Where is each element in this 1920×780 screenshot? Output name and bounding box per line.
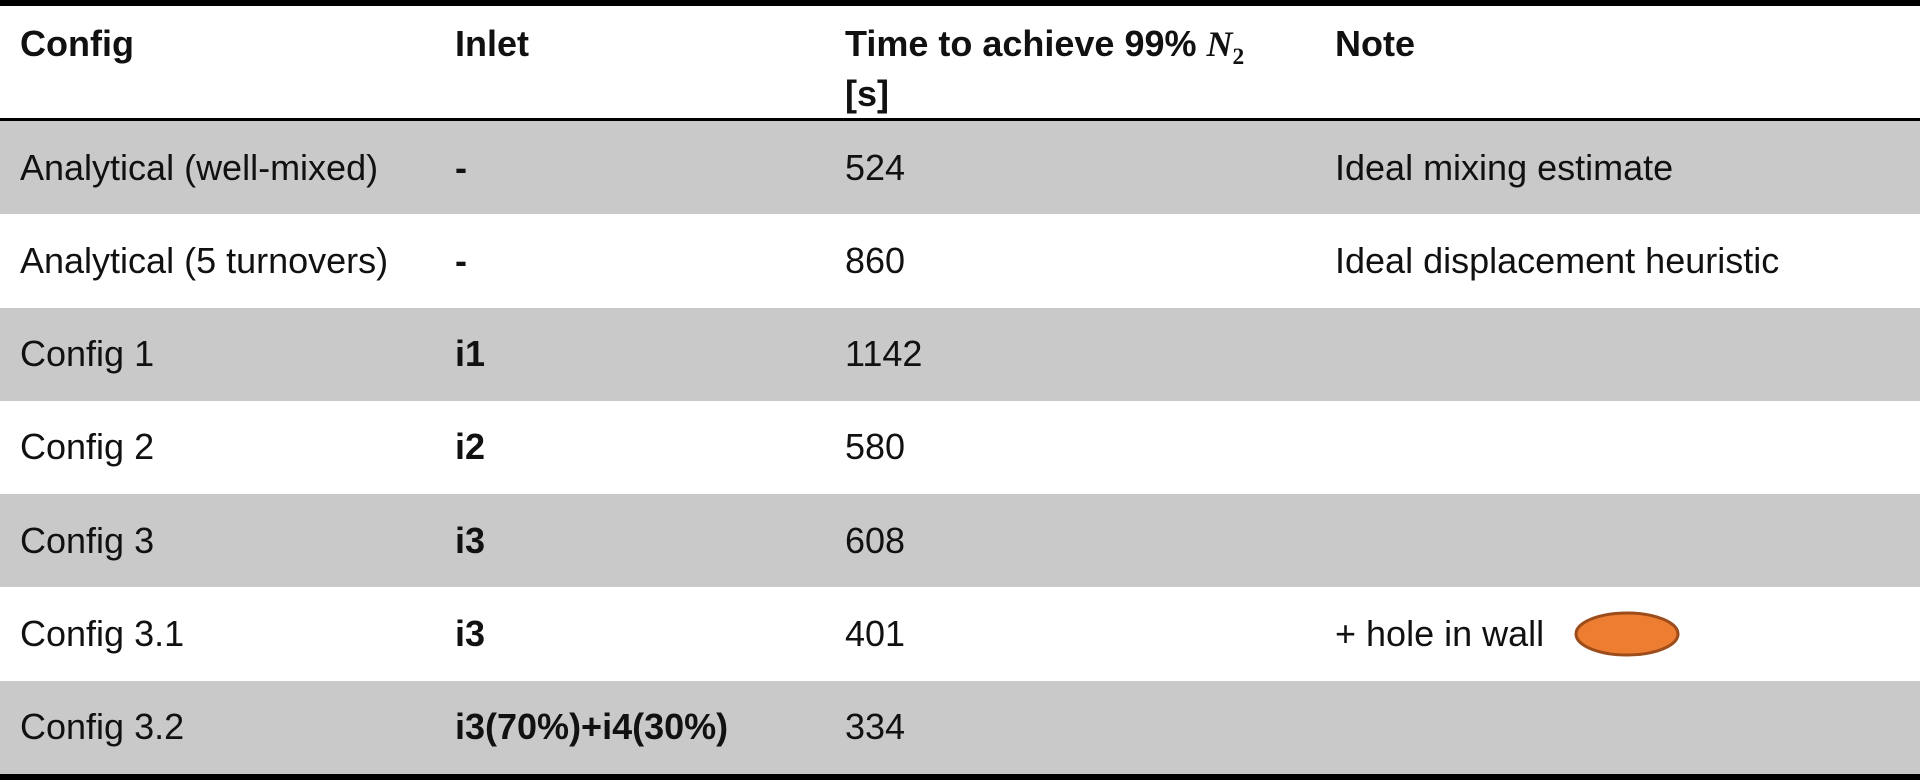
- column-header-time: Time to achieve 99% N2 [s]: [845, 22, 1335, 116]
- hole-ellipse-icon: [1574, 611, 1680, 657]
- cell-inlet: -: [455, 239, 467, 281]
- time-header-text: Time to achieve 99%: [845, 23, 1197, 64]
- table-row: Config 3.1 i3 401 + hole in wall: [0, 587, 1920, 681]
- cell-inlet: i2: [455, 426, 486, 468]
- column-header-note: Note: [1335, 23, 1415, 64]
- column-header-inlet: Inlet: [455, 23, 530, 64]
- table-row: Config 2 i2 580: [0, 400, 1920, 495]
- cell-config: Config 1: [20, 333, 155, 375]
- table-row: Config 1 i1 1142: [0, 307, 1920, 401]
- cell-config: Analytical (well-mixed): [20, 146, 379, 188]
- cell-config: Analytical (5 turnovers): [20, 239, 389, 281]
- header-row: Config Inlet Time to achieve 99% N2 [s] …: [0, 6, 1920, 121]
- note-text: + hole in wall: [1335, 613, 1545, 655]
- cell-time: 580: [845, 426, 906, 468]
- cell-note: + hole in wall: [1335, 609, 1920, 659]
- cell-inlet: i3(70%)+i4(30%): [455, 706, 729, 748]
- table-body: Analytical (well-mixed) - 524 Ideal mixi…: [0, 121, 1920, 774]
- cell-time: 608: [845, 519, 906, 561]
- table-row: Analytical (well-mixed) - 524 Ideal mixi…: [0, 121, 1920, 215]
- cell-config: Config 2: [20, 426, 155, 468]
- n2-symbol: N2: [1206, 24, 1245, 71]
- table-row: Config 3 i3 608: [0, 494, 1920, 588]
- cell-inlet: i1: [455, 333, 486, 375]
- cell-time: 860: [845, 239, 906, 281]
- cell-time: 334: [845, 706, 906, 748]
- cell-config: Config 3.1: [20, 613, 185, 655]
- cell-config: Config 3.2: [20, 706, 185, 748]
- cell-time: 401: [845, 613, 906, 655]
- cell-inlet: -: [455, 146, 467, 188]
- cell-inlet: i3: [455, 519, 486, 561]
- time-header-unit: [s]: [845, 72, 889, 114]
- cell-time: 1142: [845, 333, 923, 375]
- cell-time: 524: [845, 146, 906, 188]
- cell-note: Ideal displacement heuristic: [1335, 239, 1780, 281]
- cell-note: Ideal mixing estimate: [1335, 146, 1674, 188]
- table-row: Config 3.2 i3(70%)+i4(30%) 334: [0, 680, 1920, 774]
- column-header-config: Config: [20, 23, 134, 64]
- cell-config: Config 3: [20, 519, 155, 561]
- table-row: Analytical (5 turnovers) - 860 Ideal dis…: [0, 214, 1920, 308]
- time-header-line1: Time to achieve 99% N2: [845, 22, 1335, 72]
- cell-inlet: i3: [455, 613, 486, 655]
